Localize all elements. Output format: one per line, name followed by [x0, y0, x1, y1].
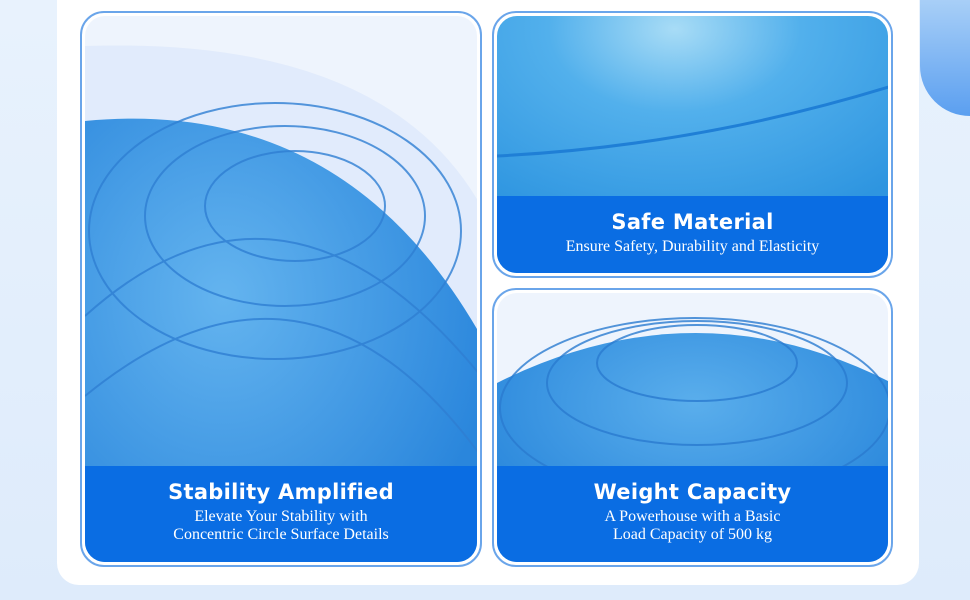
- card-title: Stability Amplified: [168, 480, 394, 504]
- card-subtitle: A Powerhouse with a Basic: [604, 508, 781, 525]
- card-safe-material: Safe Material Ensure Safety, Durability …: [492, 11, 893, 278]
- ball-image-side: [85, 45, 477, 562]
- card-weight-capacity: Weight Capacity A Powerhouse with a Basi…: [492, 288, 893, 567]
- card-stability: Stability Amplified Elevate Your Stabili…: [80, 11, 482, 567]
- card-title: Safe Material: [611, 210, 774, 234]
- card-subtitle: Ensure Safety, Durability and Elasticity: [565, 238, 820, 255]
- card-subtitle: Concentric Circle Surface Details: [173, 526, 389, 543]
- decorative-blob: [920, 0, 970, 116]
- card-title: Weight Capacity: [593, 480, 792, 504]
- card-subtitle: Load Capacity of 500 kg: [612, 526, 773, 543]
- card-subtitle: Elevate Your Stability with: [194, 508, 368, 525]
